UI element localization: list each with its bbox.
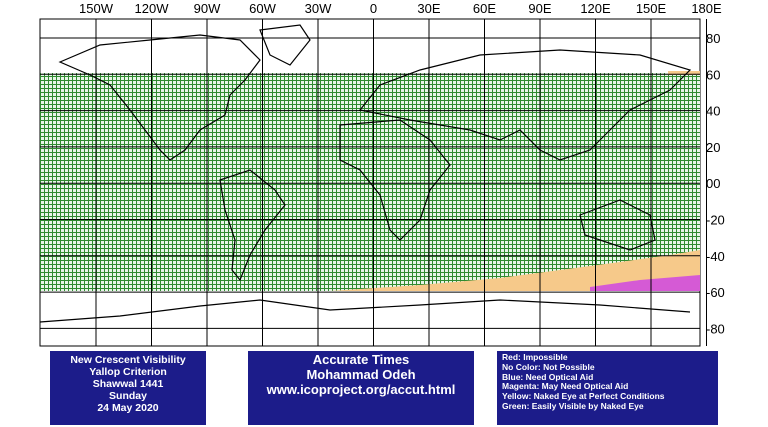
longitude-label: 90E — [528, 1, 551, 16]
box-line: 24 May 2020 — [97, 402, 159, 415]
box-line: Yallop Criterion — [89, 366, 167, 379]
latitude-label: 60 — [706, 67, 720, 82]
box-line: Sunday — [109, 390, 147, 403]
box-line: Green: Easily Visible by Naked Eye — [502, 400, 644, 411]
box-line: Mohammad Odeh — [306, 366, 416, 382]
longitude-label: 150E — [636, 1, 667, 16]
latitude-label: -20 — [706, 213, 725, 228]
box-line: Shawwal 1441 — [92, 378, 164, 391]
box-line: New Crescent Visibility — [70, 354, 186, 366]
yellow-zone-north — [668, 71, 700, 75]
continents — [39, 24, 692, 323]
latitude-label: -60 — [706, 285, 725, 300]
longitude-label: 120W — [135, 1, 170, 16]
longitude-label: 60E — [473, 1, 496, 16]
latitude-label: 20 — [706, 140, 720, 155]
legend-box: Red: Impossible No Color: Not Possible Blu… — [497, 351, 718, 425]
credit-box: Accurate Times Mohammad Odeh www.icoprojec… — [248, 351, 474, 425]
info-box: New Crescent Visibility Yallop Criterion S… — [50, 351, 206, 425]
box-line: Magenta: May Need Optical Aid — [502, 381, 629, 392]
longitude-label: 0 — [370, 1, 377, 16]
box-line: www.icoproject.org/accut.html — [266, 381, 456, 397]
longitude-label: 120E — [580, 1, 611, 16]
magenta-zone — [590, 275, 700, 291]
longitude-label: 150W — [79, 1, 114, 16]
latitude-label: 80 — [706, 31, 720, 46]
world-map: 150W 120W 90W 60W 30W 0 30E 60E 90E 120E 150E 180E 8… — [39, 1, 725, 347]
longitude-label: 60W — [249, 1, 276, 16]
box-line: Accurate Times — [312, 352, 410, 367]
box-line: No Color: Not Possible — [502, 361, 595, 372]
longitude-label: 30E — [417, 1, 440, 16]
graticule — [40, 19, 707, 346]
longitude-label: 180E — [691, 1, 722, 16]
box-line: Blue: Need Optical Aid — [502, 371, 594, 382]
box-line: Yellow: Naked Eye at Perfect Conditions — [502, 391, 665, 402]
latitude-label: 00 — [706, 176, 720, 191]
longitude-label: 90W — [194, 1, 221, 16]
box-line: Red: Impossible — [502, 352, 568, 362]
latitude-label: 40 — [706, 104, 720, 119]
longitude-label: 30W — [305, 1, 332, 16]
latitude-label: -80 — [706, 321, 725, 336]
latitude-label: -40 — [706, 249, 725, 264]
yellow-zone — [330, 250, 700, 291]
